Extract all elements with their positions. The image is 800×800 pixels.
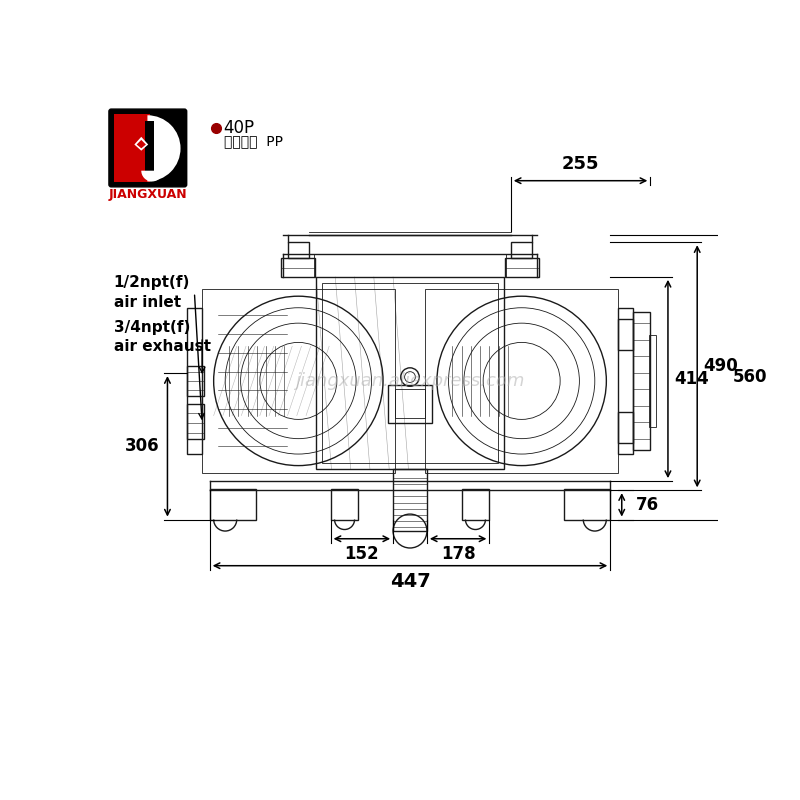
- Text: 560: 560: [733, 368, 767, 386]
- Bar: [389, 385, 431, 423]
- Bar: [618, 412, 634, 442]
- Wedge shape: [147, 115, 181, 182]
- Bar: [394, 389, 426, 418]
- Bar: [316, 277, 504, 470]
- Bar: [210, 489, 256, 519]
- Bar: [634, 312, 650, 450]
- Text: JIANGXUAN: JIANGXUAN: [109, 188, 187, 201]
- Bar: [186, 366, 204, 396]
- Bar: [511, 242, 533, 258]
- Text: 76: 76: [636, 496, 658, 514]
- Bar: [618, 308, 634, 454]
- Text: 178: 178: [441, 545, 475, 563]
- Wedge shape: [142, 170, 163, 182]
- Polygon shape: [134, 137, 148, 150]
- Polygon shape: [137, 140, 146, 148]
- Bar: [145, 121, 154, 178]
- Bar: [426, 289, 618, 474]
- Text: 1/2npt(f)
air inlet: 1/2npt(f) air inlet: [114, 275, 190, 310]
- Bar: [322, 283, 498, 463]
- Text: 40P: 40P: [224, 118, 254, 137]
- Bar: [564, 489, 610, 519]
- Bar: [618, 319, 634, 350]
- Text: 152: 152: [345, 545, 379, 563]
- FancyBboxPatch shape: [109, 109, 186, 187]
- Bar: [114, 114, 150, 182]
- Text: 工程塑料  PP: 工程塑料 PP: [224, 134, 282, 149]
- Text: 490: 490: [703, 358, 738, 375]
- Bar: [287, 242, 309, 258]
- Text: 255: 255: [562, 155, 599, 173]
- Bar: [462, 489, 490, 519]
- Text: 414: 414: [674, 370, 709, 388]
- Bar: [282, 258, 315, 277]
- Bar: [186, 404, 204, 438]
- Bar: [330, 489, 358, 519]
- Text: 3/4npt(f)
air exhaust: 3/4npt(f) air exhaust: [114, 320, 210, 354]
- Bar: [186, 308, 202, 454]
- Bar: [649, 334, 657, 427]
- Text: 306: 306: [125, 438, 160, 455]
- Bar: [202, 289, 394, 474]
- Bar: [393, 470, 427, 531]
- Text: 447: 447: [390, 572, 430, 591]
- Text: jiangxuan.aliexpress.com: jiangxuan.aliexpress.com: [295, 372, 525, 390]
- Bar: [505, 258, 538, 277]
